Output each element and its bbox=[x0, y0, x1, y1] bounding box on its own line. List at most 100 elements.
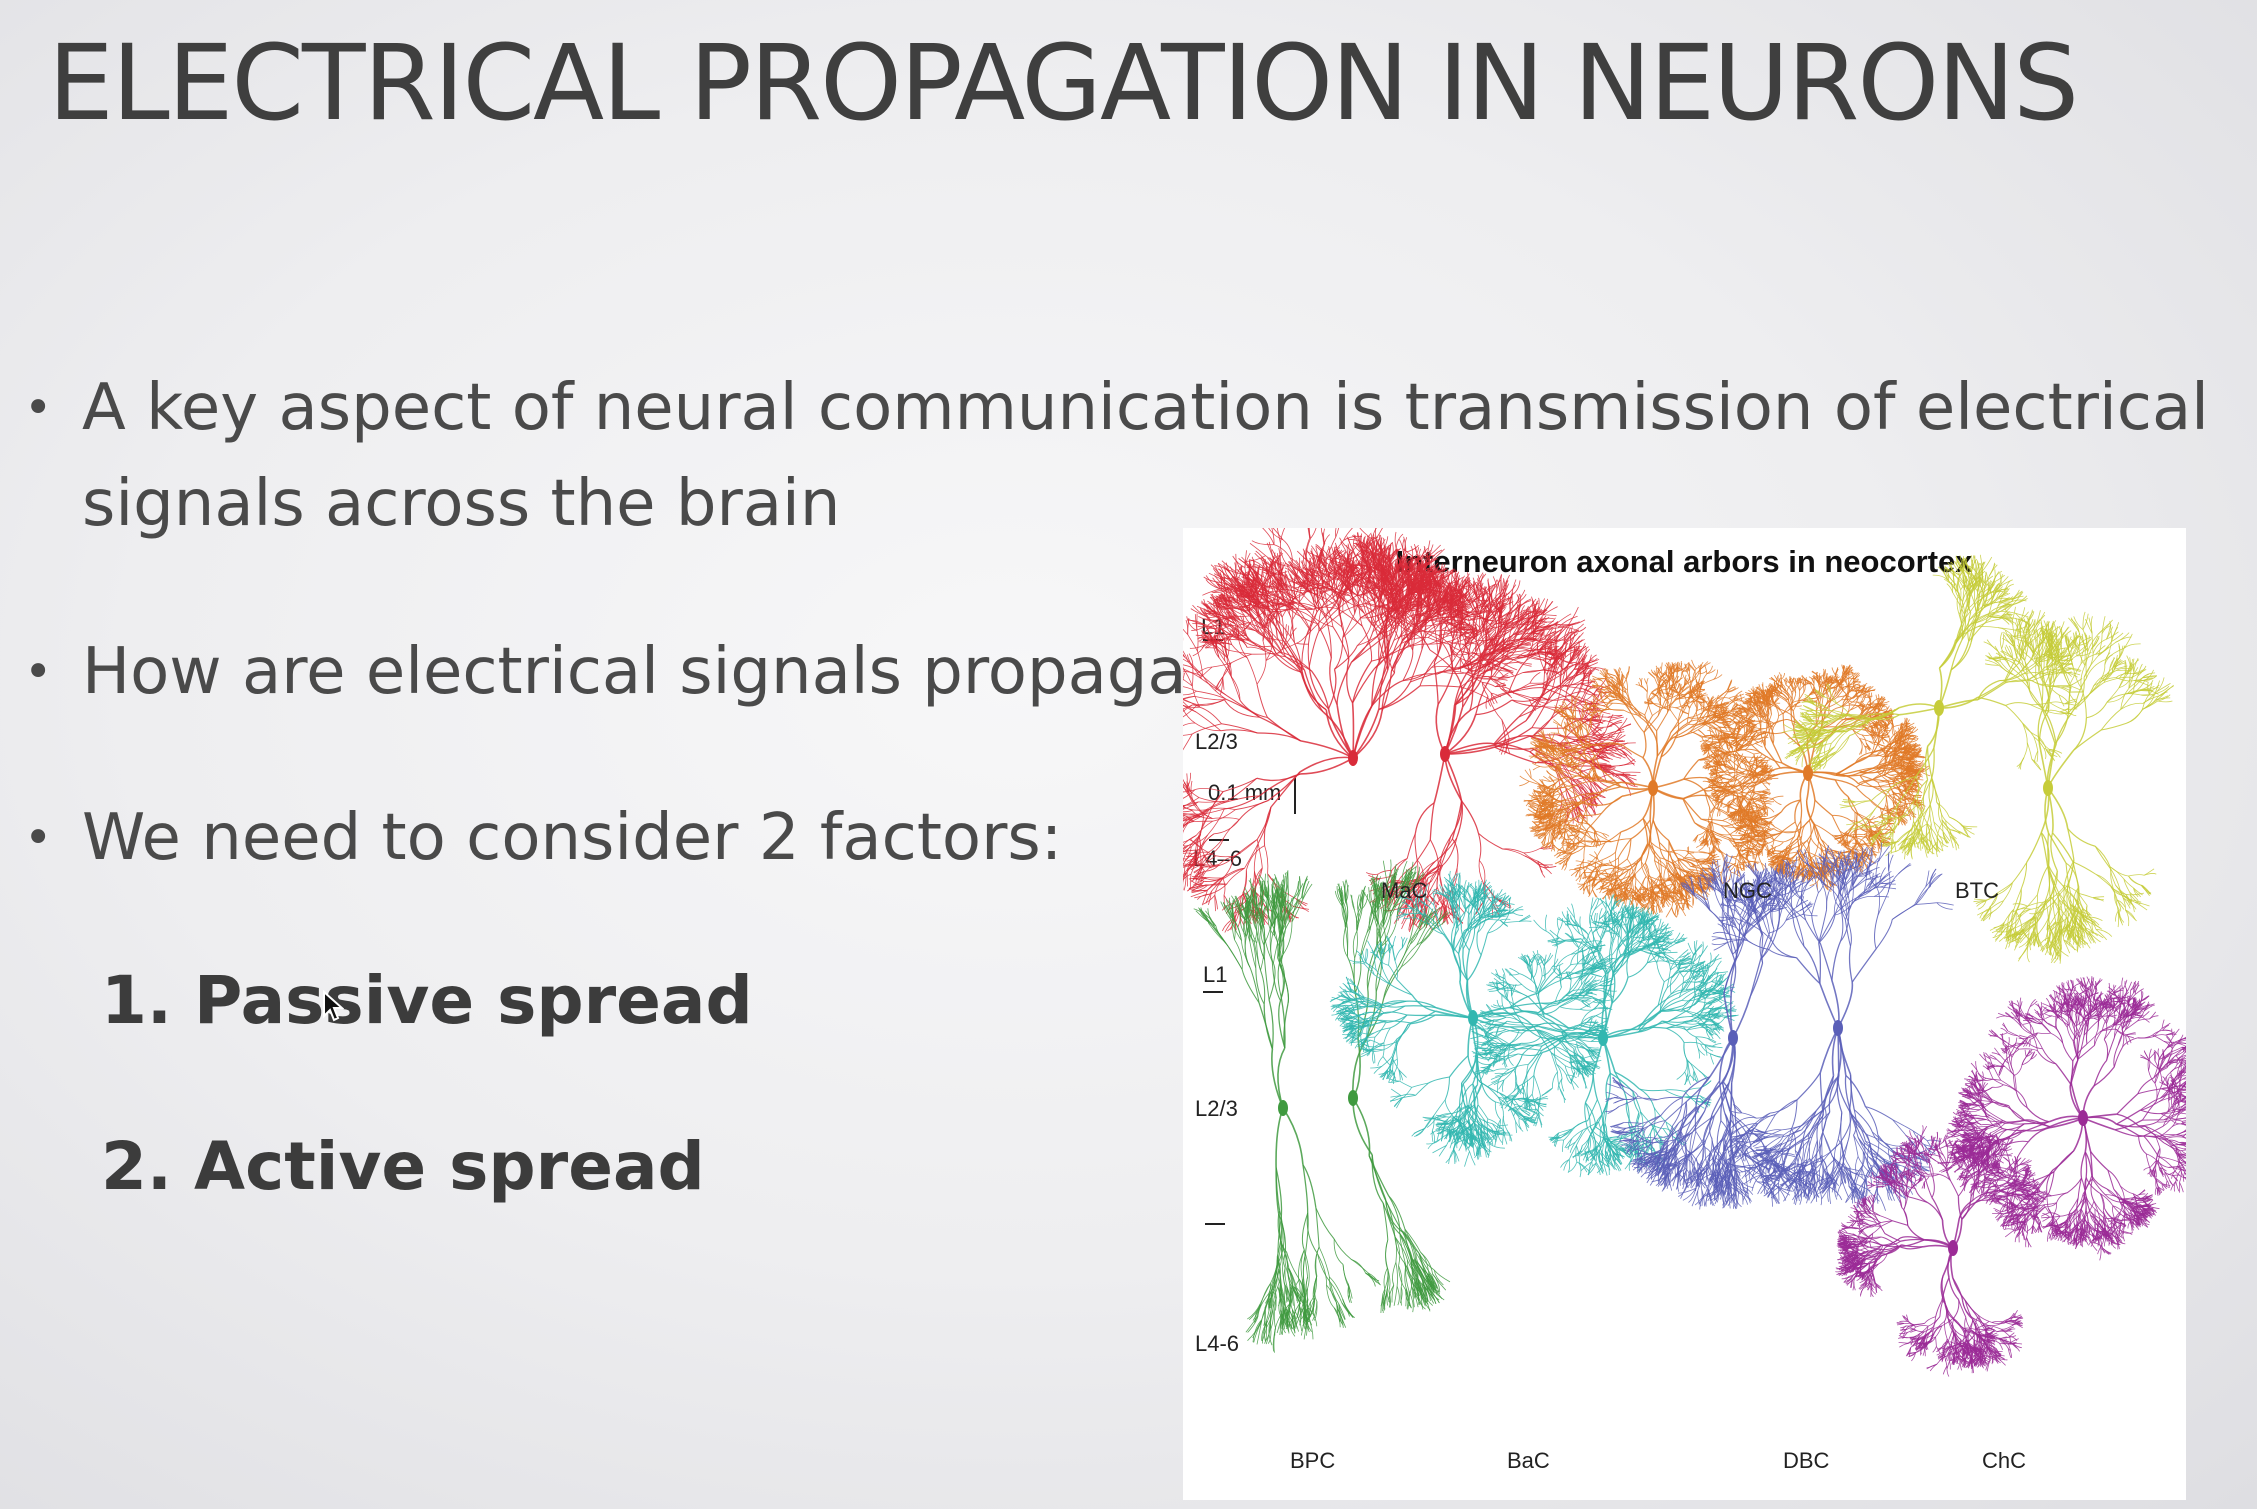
neurite-segment bbox=[1183, 723, 1195, 728]
neurite-segment bbox=[1188, 635, 1198, 652]
neurite-segment bbox=[1224, 895, 1225, 910]
neurite-segment bbox=[1533, 714, 1558, 737]
neurite-segment bbox=[1196, 712, 1221, 731]
neurite-segment bbox=[1250, 543, 1266, 555]
neurite-segment bbox=[1626, 679, 1627, 690]
neurite-segment bbox=[1403, 644, 1429, 649]
neurite-segment bbox=[1410, 650, 1422, 682]
neurite-segment bbox=[1530, 672, 1540, 683]
neurite-segment bbox=[1183, 685, 1197, 691]
neurite-segment bbox=[1183, 853, 1192, 854]
bottom-layer-label-l23: L2/3 bbox=[1195, 1096, 1238, 1121]
neurite-segment bbox=[1420, 686, 1461, 687]
neurite-segment bbox=[1562, 686, 1582, 689]
neurite-segment bbox=[1265, 846, 1268, 874]
neurite-segment bbox=[1430, 803, 1434, 840]
factor-2-label: Active spread bbox=[194, 1128, 705, 1205]
neuron-arbors bbox=[1183, 528, 2186, 1377]
neurite-segment bbox=[1211, 565, 1222, 583]
neurite-segment bbox=[1309, 631, 1319, 666]
factor-1: 1. Passive spread bbox=[80, 962, 753, 1039]
interneuron-figure: Interneuron axonal arbors in neocortex L… bbox=[1183, 528, 2186, 1500]
neurite-segment bbox=[1190, 874, 1191, 889]
neurite-segment bbox=[1183, 811, 1192, 812]
bullet-3-text: We need to consider 2 factors: bbox=[82, 790, 1062, 886]
neurite-segment bbox=[1192, 667, 1193, 686]
neurite-segment bbox=[1602, 691, 1608, 697]
neurite-segment bbox=[1212, 818, 1239, 820]
bullet-1-line-2: signals across the brain bbox=[82, 456, 840, 552]
neurite-segment bbox=[1462, 801, 1479, 833]
neurite-segment bbox=[1343, 614, 1355, 638]
top-layer-label-l23: L2/3 bbox=[1195, 729, 1238, 754]
bottom-layer-label-l46: L4-6 bbox=[1195, 1331, 1239, 1356]
neurite-segment bbox=[1502, 668, 1514, 676]
neurite-segment bbox=[1668, 699, 1678, 712]
neurite-segment bbox=[1287, 626, 1289, 637]
neurite-segment bbox=[1353, 703, 1354, 758]
neurite-segment bbox=[1286, 624, 1287, 636]
neurite-segment bbox=[1297, 551, 1309, 563]
bullet-dot: • bbox=[24, 360, 52, 456]
factor-1-number: 1. bbox=[80, 962, 172, 1039]
bullet-dot: • bbox=[24, 790, 52, 886]
neurite-segment bbox=[1183, 641, 1185, 657]
neurite-segment bbox=[1197, 631, 1198, 652]
neurite-segment bbox=[1379, 664, 1386, 710]
neurite-segment bbox=[1206, 877, 1224, 878]
neurite-segment bbox=[1280, 528, 1286, 543]
neurite-segment bbox=[1452, 801, 1461, 839]
neurite-segment bbox=[1415, 834, 1417, 860]
neurite-segment bbox=[1270, 599, 1283, 617]
neurite-segment bbox=[1698, 690, 1705, 692]
neurite-segment bbox=[1495, 658, 1518, 677]
factor-1-label: Passive spread bbox=[194, 962, 753, 1039]
neurite-segment bbox=[1509, 688, 1543, 693]
neurite-segment bbox=[1470, 693, 1509, 711]
bullet-2-text: How are electrical signals propagated? bbox=[82, 624, 1326, 720]
neurite-segment bbox=[1183, 734, 1192, 736]
neurite-segment bbox=[1609, 722, 1622, 733]
neurite-segment bbox=[1343, 528, 1355, 541]
neurite-segment bbox=[1445, 754, 1462, 801]
neurite-segment bbox=[1335, 646, 1358, 670]
neurite-segment bbox=[1623, 772, 1641, 773]
neurite-segment bbox=[1337, 662, 1351, 705]
neurite-segment bbox=[1661, 663, 1662, 673]
neurite-segment bbox=[1460, 658, 1461, 672]
neurite-segment bbox=[1319, 612, 1343, 632]
neurite-segment bbox=[1496, 680, 1507, 681]
neurite-segment bbox=[1403, 650, 1413, 681]
bottom-layer-label-l1: L1 bbox=[1203, 962, 1227, 987]
neurite-segment bbox=[1188, 662, 1201, 679]
neurite-segment bbox=[1200, 707, 1222, 724]
neurite-segment bbox=[1479, 861, 1483, 883]
neurite-segment bbox=[1248, 641, 1264, 651]
neurite-segment bbox=[1183, 734, 1192, 755]
neurite-segment bbox=[1379, 686, 1420, 710]
neurite-segment bbox=[1495, 673, 1523, 678]
neurite-segment bbox=[1252, 541, 1274, 545]
neurite-segment bbox=[1205, 648, 1217, 649]
neurite-segment bbox=[1478, 833, 1502, 849]
neurite-segment bbox=[1296, 643, 1308, 644]
neurite-segment bbox=[1317, 624, 1331, 658]
neurite-segment bbox=[1513, 693, 1532, 698]
neurite-segment bbox=[1232, 678, 1240, 700]
neurite-segment bbox=[1524, 853, 1538, 861]
neurite-segment bbox=[1434, 663, 1438, 705]
bullet-1-line-1: A key aspect of neural communication is … bbox=[82, 360, 2209, 456]
neurite-segment bbox=[1208, 891, 1211, 905]
interneuron-figure-canvas: Interneuron axonal arbors in neocortex L… bbox=[1183, 528, 2186, 1500]
neurite-segment bbox=[1366, 873, 1378, 875]
factor-2-number: 2. bbox=[80, 1128, 172, 1205]
neurite-segment bbox=[1247, 658, 1257, 684]
slide-title: ELECTRICAL PROPAGATION IN NEURONS bbox=[48, 22, 2077, 144]
neurite-segment bbox=[1376, 528, 1385, 539]
neurite-segment bbox=[1257, 684, 1268, 717]
neurite-segment bbox=[1476, 700, 1512, 715]
neurite-segment bbox=[1438, 671, 1453, 705]
factor-2: 2. Active spread bbox=[80, 1128, 705, 1205]
neurite-segment bbox=[1260, 717, 1301, 741]
neurite-segment bbox=[1336, 528, 1340, 537]
